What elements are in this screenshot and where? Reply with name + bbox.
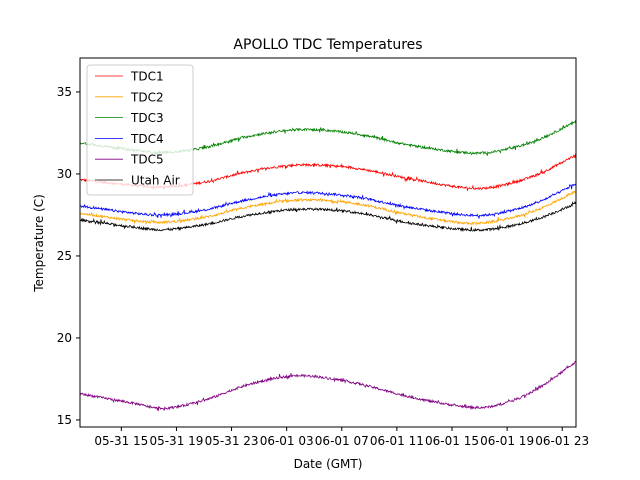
x-tick-label: 05-31 23 (205, 434, 259, 448)
legend-label: TDC4 (130, 132, 164, 146)
x-tick-label: 06-01 03 (260, 434, 314, 448)
x-tick-label: 05-31 19 (149, 434, 203, 448)
legend: TDC1 TDC2 TDC3 TDC4 TDC5 Utah Air (86, 64, 194, 196)
legend-label: TDC3 (130, 111, 164, 125)
y-tick-label: 30 (57, 167, 72, 181)
series-line-tdc2 (79, 190, 577, 226)
y-tick-label: 15 (57, 413, 72, 427)
x-axis: 05-31 15 05-31 19 05-31 23 06-01 03 06-01 07… (94, 427, 589, 448)
legend-box (86, 64, 194, 196)
plot-frame (79, 57, 577, 428)
y-axis: 15 20 25 30 35 (57, 85, 80, 427)
series-line-tdc5 (79, 360, 577, 412)
x-axis-title: Date (GMT) (294, 457, 363, 471)
x-tick-label: 05-31 15 (94, 434, 148, 448)
x-tick-label: 06-01 23 (535, 434, 589, 448)
legend-label: TDC5 (130, 153, 164, 167)
x-tick-label: 06-01 15 (425, 434, 479, 448)
x-tick-label: 06-01 19 (480, 434, 534, 448)
y-tick-label: 20 (57, 331, 72, 345)
x-tick-label: 06-01 11 (370, 434, 424, 448)
series-line-tdc4 (79, 182, 577, 219)
chart-title: APOLLO TDC Temperatures (233, 37, 422, 53)
legend-label: Utah Air (131, 174, 180, 188)
legend-label: TDC2 (130, 90, 164, 104)
y-axis-title: Temperature (C) (32, 194, 46, 293)
x-tick-label: 06-01 07 (315, 434, 369, 448)
y-tick-label: 35 (57, 85, 72, 99)
legend-label: TDC1 (130, 70, 164, 84)
y-tick-label: 25 (57, 249, 72, 263)
series-line-utah-air (79, 200, 577, 233)
